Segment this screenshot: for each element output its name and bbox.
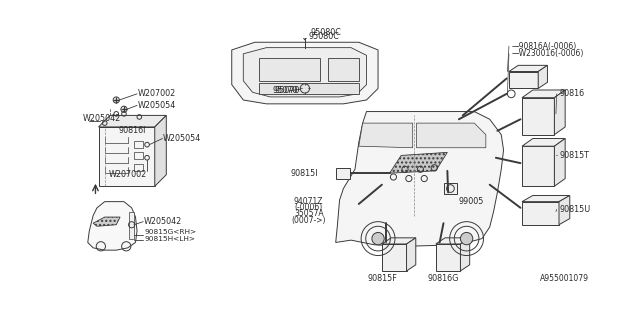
Polygon shape [554, 90, 565, 135]
Polygon shape [554, 139, 565, 186]
Polygon shape [460, 238, 470, 271]
Polygon shape [336, 112, 504, 246]
Text: W207002: W207002 [138, 89, 176, 98]
Text: —W230016(-0006): —W230016(-0006) [511, 49, 584, 58]
Polygon shape [301, 35, 308, 40]
Text: 90816: 90816 [559, 89, 584, 98]
Polygon shape [134, 164, 143, 171]
Text: 90815H<LH>: 90815H<LH> [145, 236, 196, 242]
Polygon shape [99, 127, 155, 186]
Text: 90816I: 90816I [118, 126, 146, 135]
Polygon shape [522, 139, 565, 146]
Polygon shape [259, 83, 359, 94]
Polygon shape [509, 65, 547, 71]
Polygon shape [93, 217, 120, 226]
Text: W205054: W205054 [163, 134, 202, 143]
Text: 90815U: 90815U [559, 205, 590, 214]
Polygon shape [336, 168, 349, 179]
Polygon shape [390, 152, 447, 173]
Text: W205042: W205042 [144, 217, 182, 226]
Polygon shape [522, 146, 554, 186]
Polygon shape [99, 116, 166, 127]
Text: 95070: 95070 [273, 86, 298, 95]
Text: W205042: W205042 [83, 114, 122, 123]
Polygon shape [509, 71, 538, 88]
Text: (0007->): (0007->) [291, 216, 326, 225]
Text: 95070: 95070 [274, 86, 300, 95]
Text: 90815T: 90815T [559, 151, 589, 160]
Text: 95080C: 95080C [308, 32, 340, 41]
Circle shape [460, 232, 473, 245]
Text: W207002: W207002 [109, 170, 147, 179]
Polygon shape [522, 196, 570, 202]
Polygon shape [538, 65, 547, 88]
Polygon shape [243, 48, 367, 97]
Polygon shape [406, 238, 416, 271]
Circle shape [372, 232, 384, 245]
Text: 99005: 99005 [459, 197, 484, 206]
Polygon shape [522, 98, 554, 135]
Polygon shape [134, 152, 143, 159]
Text: W205054: W205054 [138, 101, 176, 110]
Text: 94071Z: 94071Z [294, 197, 323, 206]
Polygon shape [417, 123, 486, 148]
Polygon shape [259, 58, 320, 81]
Text: 90815F: 90815F [367, 274, 397, 283]
Text: —90816A(-0006): —90816A(-0006) [511, 42, 577, 51]
Polygon shape [436, 244, 460, 271]
Polygon shape [134, 141, 143, 148]
Polygon shape [444, 183, 458, 194]
Polygon shape [522, 90, 565, 98]
Polygon shape [232, 42, 378, 104]
Polygon shape [328, 58, 359, 81]
Polygon shape [155, 116, 166, 186]
Polygon shape [559, 196, 570, 225]
Polygon shape [129, 212, 134, 239]
Polygon shape [436, 238, 470, 244]
Text: 90815I: 90815I [291, 169, 318, 178]
Polygon shape [359, 123, 413, 148]
Polygon shape [522, 202, 559, 225]
Text: A955001079: A955001079 [540, 274, 589, 283]
Text: 95080C: 95080C [310, 28, 341, 37]
Text: 35057A: 35057A [294, 210, 324, 219]
Polygon shape [88, 202, 137, 250]
Text: (-0006): (-0006) [294, 203, 323, 212]
Polygon shape [382, 238, 416, 244]
Text: 90815G<RH>: 90815G<RH> [145, 229, 197, 236]
Text: 90816G: 90816G [428, 274, 459, 283]
Polygon shape [382, 244, 406, 271]
